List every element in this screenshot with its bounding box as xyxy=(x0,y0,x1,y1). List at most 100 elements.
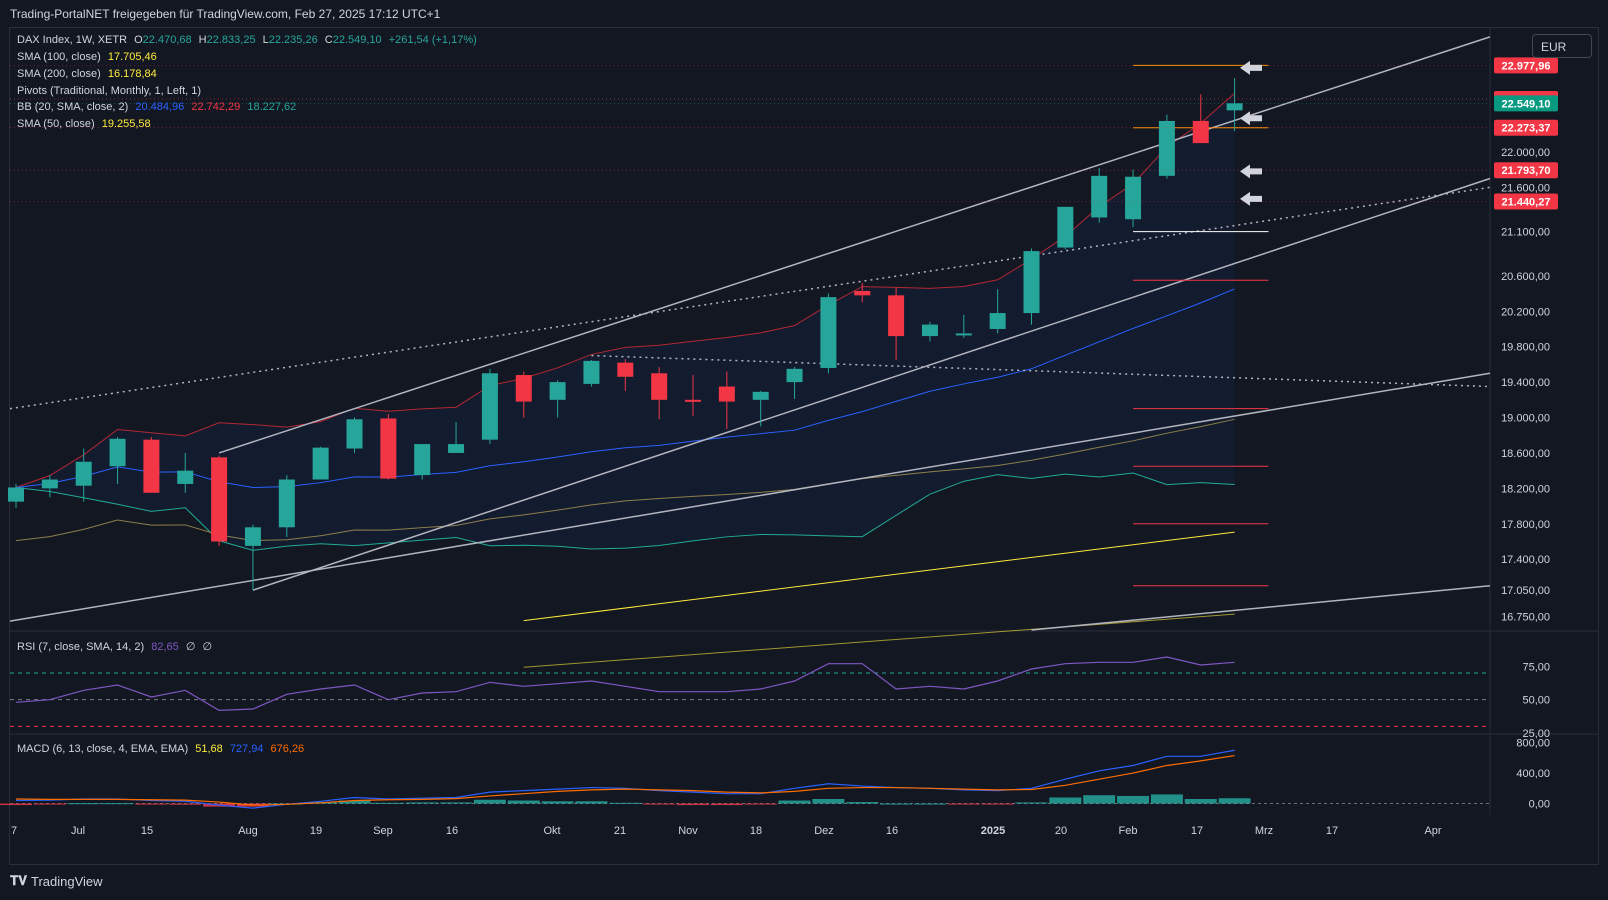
time-tick-label: 16 xyxy=(446,825,458,837)
candle-body xyxy=(888,295,905,337)
macd-hist-bar xyxy=(169,803,202,805)
candle-body xyxy=(177,470,194,484)
open-value: 22.470,68 xyxy=(142,34,192,46)
arrow-left-icon xyxy=(1240,191,1262,206)
macd-hist-bar xyxy=(643,803,676,805)
attribution-header: Trading-PortalNET freigegeben für Tradin… xyxy=(10,7,441,21)
symbol-legend[interactable]: DAX Index, 1W, XETR O22.470,68 H22.833,2… xyxy=(17,34,481,46)
candle-body xyxy=(1192,120,1209,144)
sma200-label: SMA (200, close) xyxy=(17,68,101,80)
candle-body xyxy=(8,487,24,502)
macd-signal-value: 676,26 xyxy=(270,743,305,755)
tradingview-footer[interactable]: 𝐓𝐕 TradingView xyxy=(10,873,103,889)
price-tick-label: 20.600,00 xyxy=(1501,271,1550,283)
macd-hist-bar xyxy=(778,800,811,804)
macd-hist-bar xyxy=(372,802,405,804)
price-tick-label: 17.050,00 xyxy=(1501,585,1550,597)
sma200-value: 16.178,84 xyxy=(107,68,157,80)
long-support-line xyxy=(1031,584,1491,631)
sma200-legend[interactable]: SMA (200, close) 16.178,84 xyxy=(17,68,161,80)
time-tick-label: 17 xyxy=(1191,825,1203,837)
price-badge-label: 22.977,96 xyxy=(1502,60,1551,72)
candle-body xyxy=(1226,103,1243,111)
price-badge xyxy=(1494,193,1558,210)
sma50-value: 19.255,58 xyxy=(101,118,151,130)
currency-button[interactable]: EUR xyxy=(1532,34,1592,58)
macd-hist-bar xyxy=(609,802,642,804)
tradingview-logo-icon: 𝐓𝐕 xyxy=(10,873,27,888)
sma100-legend[interactable]: SMA (100, close) 17.705,46 xyxy=(17,51,161,63)
macd-hist-bar xyxy=(1218,798,1251,804)
time-tick-label: Dez xyxy=(814,825,834,837)
price-tick-label: 19.000,00 xyxy=(1501,413,1550,425)
candle-body xyxy=(718,386,735,402)
time-tick-label: 17 xyxy=(1326,825,1338,837)
candle-body xyxy=(481,373,498,440)
sma100-line xyxy=(523,531,1235,622)
sma100-value: 17.705,46 xyxy=(107,51,157,63)
candle-body xyxy=(414,444,431,476)
price-badge xyxy=(1494,95,1558,112)
macd-hist-bar xyxy=(846,802,879,804)
candle-body xyxy=(617,362,634,377)
arrow-left-icon xyxy=(1240,60,1262,75)
chart-frame xyxy=(9,27,1599,865)
pivots-legend[interactable]: Pivots (Traditional, Monthly, 1, Left, 1… xyxy=(17,85,205,97)
macd-tick-label: 0,00 xyxy=(1529,799,1550,811)
rsi-tick-label: 50,00 xyxy=(1522,695,1550,707)
price-tick-label: 21.100,00 xyxy=(1501,227,1550,239)
macd-signal-line xyxy=(15,754,1235,806)
macd-hist-bar xyxy=(1184,799,1217,804)
macd-hist-bar xyxy=(1015,802,1048,804)
support-line xyxy=(9,372,1491,622)
rsi-line xyxy=(15,656,1235,711)
symbol-name: DAX Index, 1W, XETR xyxy=(17,34,128,46)
time-tick-label: Nov xyxy=(678,825,698,837)
rsi-label: RSI (7, close, SMA, 14, 2) xyxy=(17,641,145,653)
price-tick-label: 19.800,00 xyxy=(1501,342,1550,354)
time-tick-label: 2025 xyxy=(981,825,1005,837)
time-tick-label: Sep xyxy=(373,825,393,837)
rsi-legend[interactable]: RSI (7, close, SMA, 14, 2) 82,65 ∅ ∅ xyxy=(17,640,216,653)
time-tick-label: 19 xyxy=(310,825,322,837)
candle-body xyxy=(989,313,1006,329)
high-label: H xyxy=(198,34,207,46)
macd-tick-label: 400,00 xyxy=(1516,768,1550,780)
macd-label: MACD (6, 13, close, 4, EMA, EMA) xyxy=(17,743,189,755)
price-badge-label: 22.549,10 xyxy=(1502,98,1551,110)
macd-hist-bar xyxy=(981,803,1014,805)
time-tick-label: 20 xyxy=(1055,825,1067,837)
time-tick-label: Okt xyxy=(543,825,560,837)
macd-tick-label: 800,00 xyxy=(1516,738,1550,750)
candle-body xyxy=(955,333,972,336)
candle-body xyxy=(921,324,938,337)
candle-body xyxy=(244,527,261,546)
bb-legend[interactable]: BB (20, SMA, close, 2) 20.484,96 22.742,… xyxy=(17,101,300,113)
sma50-legend[interactable]: SMA (50, close) 19.255,58 xyxy=(17,118,155,130)
macd-legend[interactable]: MACD (6, 13, close, 4, EMA, EMA) 51,68 7… xyxy=(17,743,308,755)
macd-line-value: 727,94 xyxy=(229,743,264,755)
price-badge-label: 21.793,70 xyxy=(1502,165,1551,177)
macd-hist-bar xyxy=(338,800,371,804)
price-tick-label: 20.200,00 xyxy=(1501,306,1550,318)
price-badge xyxy=(1494,57,1558,74)
candle-body xyxy=(1158,120,1175,176)
bb-basis-value: 20.484,96 xyxy=(135,101,185,113)
bollinger-band-fill xyxy=(16,93,1235,551)
price-tick-label: 22.000,00 xyxy=(1501,147,1550,159)
macd-hist-bar xyxy=(135,803,168,805)
macd-hist-bar xyxy=(575,801,608,804)
rsi-value: 82,65 xyxy=(151,641,179,653)
candle-body xyxy=(143,439,160,493)
candle-body xyxy=(312,447,329,480)
candle-body xyxy=(346,419,363,449)
low-label: L xyxy=(262,34,269,46)
macd-hist-bar xyxy=(1083,795,1116,804)
rsi-extra1: ∅ xyxy=(185,641,196,653)
price-tick-label: 21.600,00 xyxy=(1501,182,1550,194)
price-badge-label: 22.273,37 xyxy=(1502,123,1551,135)
sma200-line xyxy=(523,613,1235,668)
candle-body xyxy=(786,368,803,383)
candle-body xyxy=(1057,206,1074,248)
